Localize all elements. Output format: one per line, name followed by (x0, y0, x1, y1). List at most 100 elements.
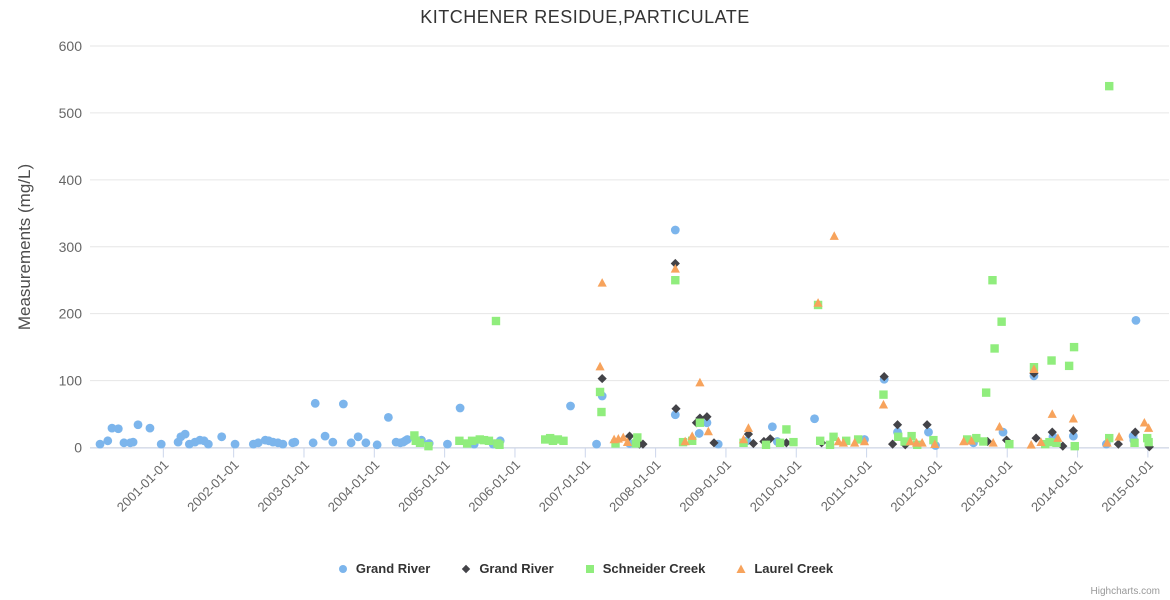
data-point-series-2[interactable] (1052, 438, 1061, 448)
data-point-series-0[interactable] (308, 438, 318, 448)
data-point-series-0[interactable] (103, 436, 113, 446)
data-point-series-3[interactable] (959, 436, 969, 446)
data-point-series-2[interactable] (467, 436, 477, 446)
data-point-series-3[interactable] (1114, 431, 1124, 441)
data-point-series-3[interactable] (1036, 437, 1046, 446)
data-point-series-3[interactable] (595, 361, 605, 371)
data-point-series-3[interactable] (622, 437, 633, 446)
data-point-series-1[interactable] (1113, 439, 1123, 449)
data-point-series-0[interactable] (217, 432, 227, 442)
data-point-series-2[interactable] (789, 437, 798, 447)
data-point-series-2[interactable] (879, 390, 888, 399)
data-point-series-0[interactable] (670, 225, 680, 235)
legend-item-0[interactable]: Grand River (337, 561, 430, 576)
data-point-series-3[interactable] (1026, 440, 1036, 449)
data-point-series-2[interactable] (633, 433, 642, 442)
data-point-series-2[interactable] (1105, 81, 1114, 91)
data-point-series-0[interactable] (592, 439, 601, 449)
data-point-series-2[interactable] (981, 388, 991, 397)
data-point-series-0[interactable] (670, 410, 680, 420)
data-point-series-3[interactable] (695, 377, 705, 387)
data-point-series-2[interactable] (842, 436, 851, 446)
data-point-series-2[interactable] (597, 407, 606, 417)
data-point-series-0[interactable] (180, 429, 190, 439)
data-point-series-2[interactable] (782, 425, 791, 434)
data-point-series-2[interactable] (462, 439, 472, 448)
data-point-series-2[interactable] (1105, 433, 1114, 443)
data-point-series-1[interactable] (702, 412, 712, 422)
data-point-series-0[interactable] (290, 437, 300, 447)
data-point-series-3[interactable] (905, 436, 915, 446)
data-point-series-1[interactable] (982, 436, 993, 447)
data-point-series-1[interactable] (743, 429, 754, 439)
data-point-series-0[interactable] (119, 438, 129, 448)
data-point-series-2[interactable] (415, 438, 425, 448)
data-point-series-0[interactable] (230, 439, 240, 449)
data-point-series-1[interactable] (922, 420, 932, 430)
data-point-series-2[interactable] (491, 316, 501, 326)
data-point-series-0[interactable] (924, 427, 933, 437)
data-point-series-2[interactable] (894, 432, 903, 441)
data-point-series-2[interactable] (988, 276, 997, 285)
data-point-series-3[interactable] (618, 432, 628, 442)
data-point-series-0[interactable] (383, 412, 393, 422)
data-point-series-2[interactable] (929, 435, 938, 445)
data-point-series-2[interactable] (761, 440, 771, 450)
data-point-series-3[interactable] (687, 431, 697, 440)
data-point-series-2[interactable] (829, 432, 838, 441)
data-point-series-3[interactable] (930, 439, 940, 448)
data-point-series-2[interactable] (671, 276, 680, 285)
data-point-series-2[interactable] (455, 436, 464, 446)
data-point-series-1[interactable] (1047, 427, 1057, 437)
data-point-series-2[interactable] (1144, 437, 1153, 447)
data-point-series-0[interactable] (128, 437, 138, 447)
data-point-series-3[interactable] (813, 298, 823, 307)
data-point-series-0[interactable] (113, 424, 123, 434)
data-point-series-2[interactable] (595, 387, 605, 397)
data-point-series-3[interactable] (680, 436, 690, 446)
data-point-series-2[interactable] (900, 437, 909, 446)
data-point-series-2[interactable] (410, 431, 419, 440)
data-point-series-0[interactable] (95, 439, 105, 449)
data-point-series-0[interactable] (320, 431, 330, 441)
data-point-series-0[interactable] (278, 439, 288, 449)
data-point-series-3[interactable] (1068, 413, 1078, 423)
data-point-series-0[interactable] (810, 414, 819, 424)
data-point-series-2[interactable] (484, 436, 494, 446)
data-point-series-2[interactable] (853, 435, 863, 444)
data-point-series-2[interactable] (825, 440, 835, 450)
data-point-series-1[interactable] (888, 439, 898, 449)
data-point-series-0[interactable] (328, 437, 338, 447)
data-point-series-0[interactable] (1131, 315, 1141, 325)
data-point-series-0[interactable] (145, 423, 155, 433)
data-point-series-1[interactable] (671, 404, 681, 414)
data-point-series-2[interactable] (1047, 356, 1056, 365)
data-point-series-3[interactable] (878, 399, 889, 409)
data-point-series-0[interactable] (455, 403, 465, 413)
data-point-series-2[interactable] (1041, 439, 1050, 449)
data-point-series-2[interactable] (411, 436, 420, 446)
data-point-series-3[interactable] (1102, 438, 1112, 447)
data-point-series-1[interactable] (748, 438, 758, 449)
data-point-series-1[interactable] (709, 438, 719, 448)
data-point-series-0[interactable] (253, 438, 263, 448)
data-point-series-2[interactable] (979, 437, 988, 446)
data-point-series-2[interactable] (1064, 361, 1074, 371)
data-point-series-0[interactable] (402, 435, 412, 444)
legend-item-2[interactable]: Schneider Creek (584, 561, 705, 576)
data-point-series-1[interactable] (638, 439, 648, 449)
data-point-series-0[interactable] (203, 439, 213, 449)
data-point-series-0[interactable] (443, 439, 452, 449)
data-point-series-3[interactable] (738, 434, 749, 444)
data-point-series-2[interactable] (695, 418, 705, 427)
data-point-series-2[interactable] (907, 431, 916, 441)
data-point-series-0[interactable] (310, 398, 320, 408)
data-point-series-2[interactable] (541, 435, 550, 444)
data-point-series-3[interactable] (966, 436, 976, 445)
data-point-series-3[interactable] (838, 438, 848, 447)
data-point-series-3[interactable] (597, 278, 607, 287)
data-point-series-3[interactable] (1029, 364, 1039, 374)
data-point-series-0[interactable] (338, 399, 348, 409)
data-point-series-2[interactable] (424, 441, 433, 451)
data-point-series-0[interactable] (1068, 431, 1078, 441)
